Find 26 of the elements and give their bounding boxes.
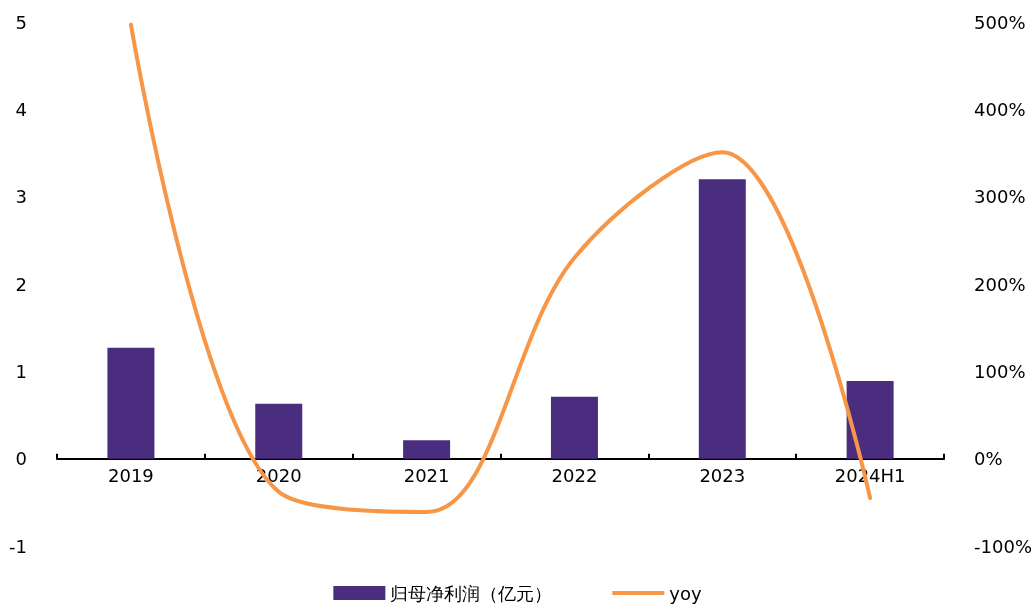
x-tick-label: 2023 <box>699 465 746 487</box>
bar <box>698 179 746 459</box>
bar <box>107 347 155 459</box>
y2-tick-label: 200% <box>974 273 1026 295</box>
y2-tick-label: -100% <box>974 535 1033 557</box>
y-tick-label: -1 <box>9 535 27 557</box>
y-tick-label: 5 <box>15 11 27 33</box>
y-tick-label: 0 <box>15 448 27 470</box>
bar <box>846 380 894 459</box>
legend-label: 归母净利润（亿元） <box>390 582 553 604</box>
y2-tick-label: 500% <box>974 11 1026 33</box>
legend-label: yoy <box>669 582 703 604</box>
bar <box>403 440 451 459</box>
y2-tick-label: 100% <box>974 360 1026 382</box>
y2-tick-label: 400% <box>974 98 1026 120</box>
y2-tick-label: 300% <box>974 186 1026 208</box>
y-tick-label: 1 <box>15 360 27 382</box>
bar <box>550 396 598 459</box>
y-tick-label: 4 <box>15 98 27 120</box>
y-tick-label: 3 <box>15 186 27 208</box>
x-tick-label: 2022 <box>551 465 598 487</box>
x-tick-label: 2021 <box>403 465 450 487</box>
bar <box>255 403 303 459</box>
y2-tick-label: 0% <box>974 448 1003 470</box>
x-tick-label: 2019 <box>108 465 154 487</box>
y-tick-label: 2 <box>15 273 27 295</box>
